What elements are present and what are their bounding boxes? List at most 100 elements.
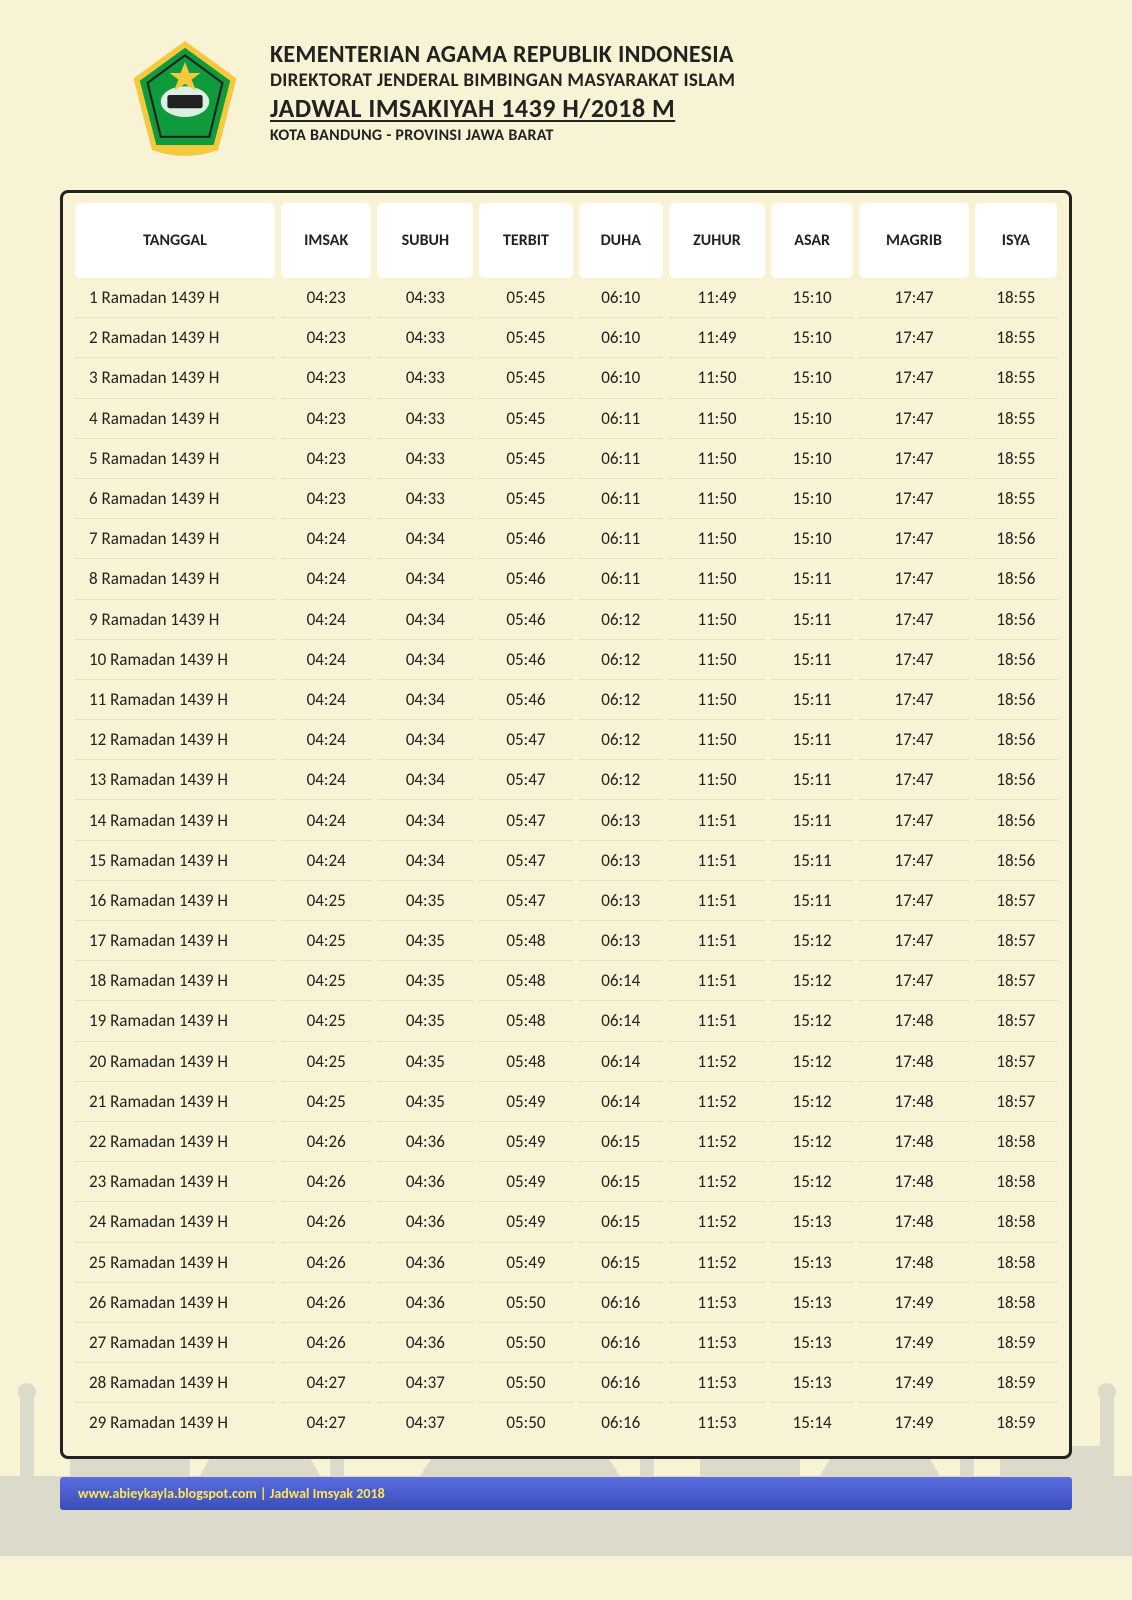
date-cell: 13 Ramadan 1439 H [75, 760, 275, 800]
time-cell: 17:48 [859, 1243, 968, 1283]
time-cell: 17:47 [859, 479, 968, 519]
table-row: 19 Ramadan 1439 H04:2504:3505:4806:1411:… [75, 1001, 1057, 1041]
date-cell: 20 Ramadan 1439 H [75, 1042, 275, 1082]
time-cell: 17:47 [859, 439, 968, 479]
title-line-1: KEMENTERIAN AGAMA REPUBLIK INDONESIA [270, 40, 735, 69]
time-cell: 05:49 [479, 1243, 572, 1283]
date-cell: 23 Ramadan 1439 H [75, 1162, 275, 1202]
date-cell: 12 Ramadan 1439 H [75, 720, 275, 760]
title-block: KEMENTERIAN AGAMA REPUBLIK INDONESIA DIR… [270, 40, 735, 145]
time-cell: 11:52 [669, 1162, 765, 1202]
time-cell: 04:25 [281, 961, 371, 1001]
date-cell: 1 Ramadan 1439 H [75, 278, 275, 318]
time-cell: 06:13 [579, 881, 663, 921]
time-cell: 04:35 [377, 961, 473, 1001]
time-cell: 06:16 [579, 1363, 663, 1403]
time-cell: 11:51 [669, 881, 765, 921]
time-cell: 15:10 [771, 358, 853, 398]
time-cell: 17:48 [859, 1082, 968, 1122]
time-cell: 11:53 [669, 1283, 765, 1323]
time-cell: 11:50 [669, 519, 765, 559]
time-cell: 04:35 [377, 921, 473, 961]
time-cell: 04:35 [377, 1082, 473, 1122]
time-cell: 04:25 [281, 1042, 371, 1082]
table-header-cell: ISYA [975, 203, 1057, 278]
time-cell: 11:51 [669, 1001, 765, 1041]
table-row: 15 Ramadan 1439 H04:2404:3405:4706:1311:… [75, 841, 1057, 881]
time-cell: 17:47 [859, 358, 968, 398]
time-cell: 15:11 [771, 841, 853, 881]
time-cell: 15:12 [771, 961, 853, 1001]
date-cell: 27 Ramadan 1439 H [75, 1323, 275, 1363]
date-cell: 17 Ramadan 1439 H [75, 921, 275, 961]
time-cell: 11:52 [669, 1122, 765, 1162]
time-cell: 11:53 [669, 1363, 765, 1403]
time-cell: 15:13 [771, 1283, 853, 1323]
time-cell: 04:36 [377, 1162, 473, 1202]
table-row: 25 Ramadan 1439 H04:2604:3605:4906:1511:… [75, 1243, 1057, 1283]
time-cell: 11:51 [669, 921, 765, 961]
date-cell: 2 Ramadan 1439 H [75, 318, 275, 358]
time-cell: 18:56 [975, 720, 1057, 760]
table-row: 1 Ramadan 1439 H04:2304:3305:4506:1011:4… [75, 278, 1057, 318]
time-cell: 04:24 [281, 720, 371, 760]
time-cell: 18:56 [975, 600, 1057, 640]
time-cell: 04:26 [281, 1122, 371, 1162]
time-cell: 04:33 [377, 318, 473, 358]
time-cell: 11:51 [669, 961, 765, 1001]
time-cell: 06:16 [579, 1403, 663, 1442]
time-cell: 04:34 [377, 519, 473, 559]
time-cell: 06:13 [579, 841, 663, 881]
time-cell: 15:14 [771, 1403, 853, 1442]
time-cell: 05:45 [479, 479, 572, 519]
time-cell: 17:47 [859, 318, 968, 358]
time-cell: 15:11 [771, 760, 853, 800]
time-cell: 15:12 [771, 1001, 853, 1041]
time-cell: 04:26 [281, 1162, 371, 1202]
time-cell: 18:57 [975, 961, 1057, 1001]
time-cell: 18:56 [975, 519, 1057, 559]
time-cell: 15:11 [771, 720, 853, 760]
table-row: 16 Ramadan 1439 H04:2504:3505:4706:1311:… [75, 881, 1057, 921]
time-cell: 04:24 [281, 680, 371, 720]
date-cell: 7 Ramadan 1439 H [75, 519, 275, 559]
time-cell: 05:46 [479, 600, 572, 640]
time-cell: 06:12 [579, 640, 663, 680]
table-row: 10 Ramadan 1439 H04:2404:3405:4606:1211:… [75, 640, 1057, 680]
date-cell: 6 Ramadan 1439 H [75, 479, 275, 519]
table-header-cell: SUBUH [377, 203, 473, 278]
time-cell: 17:47 [859, 640, 968, 680]
table-header-cell: TERBIT [479, 203, 572, 278]
time-cell: 15:12 [771, 1122, 853, 1162]
time-cell: 18:56 [975, 760, 1057, 800]
time-cell: 15:13 [771, 1363, 853, 1403]
time-cell: 04:24 [281, 760, 371, 800]
time-cell: 04:26 [281, 1202, 371, 1242]
time-cell: 18:58 [975, 1283, 1057, 1323]
time-cell: 05:47 [479, 760, 572, 800]
time-cell: 06:12 [579, 720, 663, 760]
time-cell: 18:58 [975, 1122, 1057, 1162]
time-cell: 05:50 [479, 1403, 572, 1442]
table-row: 23 Ramadan 1439 H04:2604:3605:4906:1511:… [75, 1162, 1057, 1202]
time-cell: 04:34 [377, 800, 473, 840]
schedule-table-container: TANGGALIMSAKSUBUHTERBITDUHAZUHURASARMAGR… [60, 190, 1072, 1459]
table-header-cell: DUHA [579, 203, 663, 278]
time-cell: 04:23 [281, 318, 371, 358]
time-cell: 15:13 [771, 1323, 853, 1363]
time-cell: 11:53 [669, 1403, 765, 1442]
time-cell: 18:55 [975, 278, 1057, 318]
time-cell: 18:58 [975, 1243, 1057, 1283]
time-cell: 17:47 [859, 399, 968, 439]
date-cell: 26 Ramadan 1439 H [75, 1283, 275, 1323]
time-cell: 17:47 [859, 881, 968, 921]
time-cell: 04:25 [281, 1082, 371, 1122]
table-body: 1 Ramadan 1439 H04:2304:3305:4506:1011:4… [75, 278, 1057, 1442]
header: KEMENTERIAN AGAMA REPUBLIK INDONESIA DIR… [0, 0, 1132, 180]
table-row: 14 Ramadan 1439 H04:2404:3405:4706:1311:… [75, 800, 1057, 840]
time-cell: 18:56 [975, 841, 1057, 881]
time-cell: 04:26 [281, 1243, 371, 1283]
time-cell: 17:49 [859, 1403, 968, 1442]
time-cell: 05:45 [479, 278, 572, 318]
time-cell: 05:46 [479, 640, 572, 680]
